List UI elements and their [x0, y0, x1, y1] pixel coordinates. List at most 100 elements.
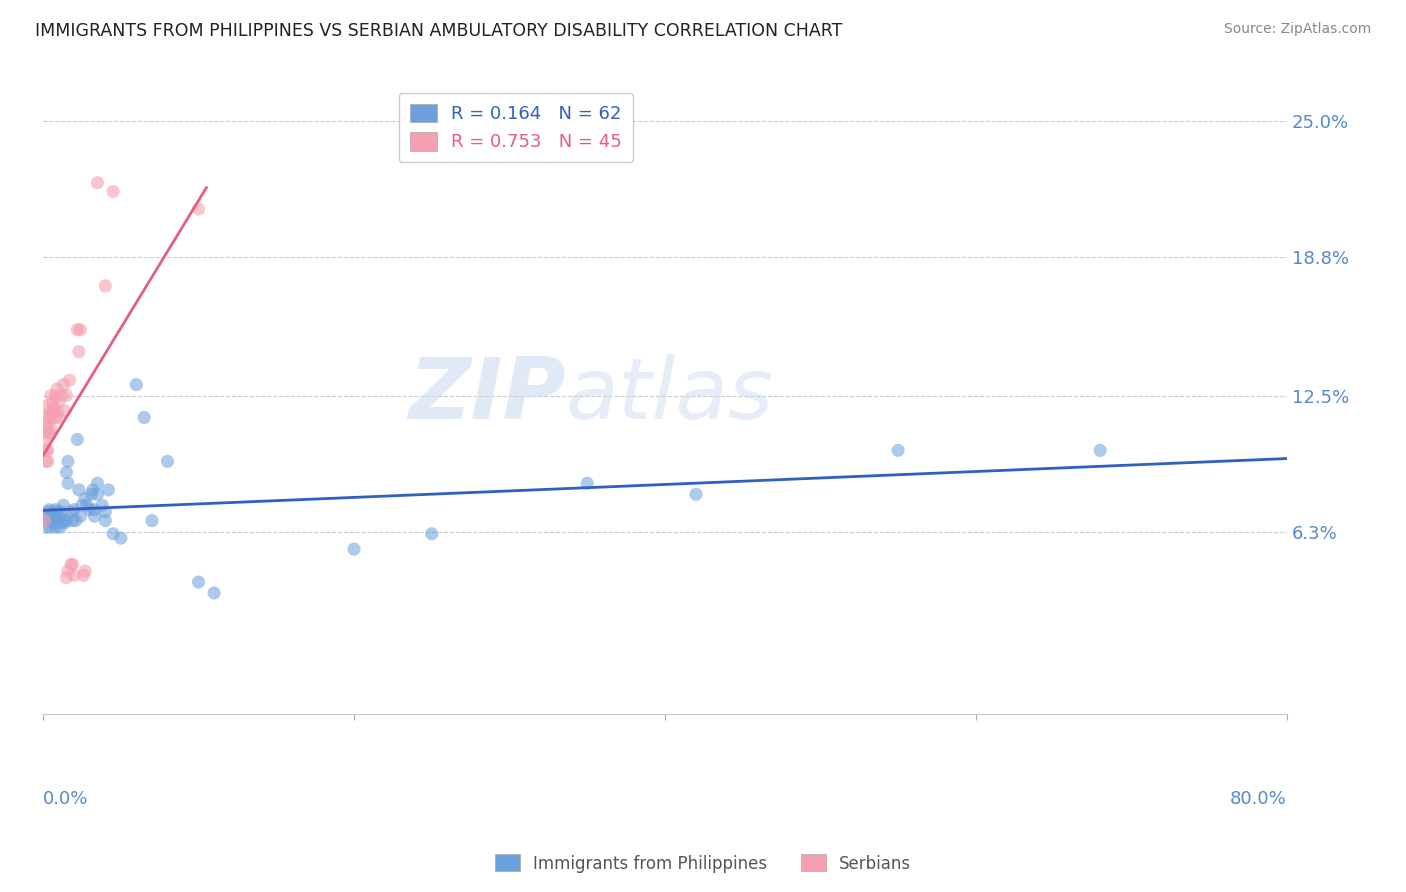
Point: [41, 514, 63, 528]
Point: [37, 417, 59, 431]
Point: [42, 400, 65, 414]
Point: [79, 502, 101, 516]
Point: [35, 454, 58, 468]
Point: [35, 433, 58, 447]
Point: [56, 564, 79, 578]
Text: IMMIGRANTS FROM PHILIPPINES VS SERBIAN AMBULATORY DISABILITY CORRELATION CHART: IMMIGRANTS FROM PHILIPPINES VS SERBIAN A…: [35, 22, 842, 40]
Point: [72, 568, 94, 582]
Point: [67, 483, 90, 497]
Point: [39, 511, 62, 525]
Point: [41, 507, 63, 521]
Point: [45, 410, 67, 425]
Point: [41, 410, 63, 425]
Point: [48, 514, 70, 528]
Point: [343, 542, 366, 557]
Point: [39, 421, 62, 435]
Point: [91, 498, 114, 512]
Point: [83, 502, 105, 516]
Point: [82, 483, 104, 497]
Point: [35, 410, 58, 425]
Point: [75, 491, 97, 506]
Point: [37, 505, 59, 519]
Point: [101, 526, 124, 541]
Point: [46, 511, 69, 525]
Point: [62, 514, 84, 528]
Point: [1088, 443, 1111, 458]
Legend: R = 0.164   N = 62, R = 0.753   N = 45: R = 0.164 N = 62, R = 0.753 N = 45: [399, 93, 633, 162]
Point: [45, 520, 67, 534]
Point: [69, 323, 91, 337]
Point: [576, 476, 599, 491]
Point: [62, 558, 84, 572]
Point: [141, 514, 163, 528]
Point: [66, 323, 89, 337]
Point: [39, 404, 62, 418]
Point: [97, 483, 120, 497]
Point: [887, 443, 910, 458]
Text: Source: ZipAtlas.com: Source: ZipAtlas.com: [1223, 22, 1371, 37]
Point: [34, 509, 56, 524]
Point: [52, 377, 75, 392]
Point: [42, 516, 65, 530]
Point: [52, 498, 75, 512]
Point: [37, 443, 59, 458]
Point: [34, 400, 56, 414]
Point: [134, 410, 156, 425]
Text: 0.0%: 0.0%: [44, 790, 89, 808]
Point: [86, 176, 108, 190]
Point: [69, 509, 91, 524]
Point: [70, 498, 93, 512]
Point: [45, 388, 67, 402]
Point: [53, 404, 76, 418]
Text: atlas: atlas: [565, 354, 773, 437]
Point: [187, 202, 209, 216]
Point: [94, 505, 117, 519]
Point: [39, 520, 62, 534]
Point: [42, 404, 65, 418]
Point: [46, 382, 69, 396]
Point: [55, 388, 77, 402]
Point: [76, 498, 98, 512]
Point: [63, 502, 86, 516]
Point: [35, 514, 58, 528]
Point: [53, 516, 76, 530]
Point: [66, 433, 89, 447]
Point: [48, 395, 70, 409]
Legend: Immigrants from Philippines, Serbians: Immigrants from Philippines, Serbians: [488, 847, 918, 880]
Point: [37, 454, 59, 468]
Point: [125, 377, 148, 392]
Point: [46, 505, 69, 519]
Point: [55, 571, 77, 585]
Point: [49, 516, 72, 530]
Point: [101, 185, 124, 199]
Point: [49, 520, 72, 534]
Point: [48, 509, 70, 524]
Point: [35, 443, 58, 458]
Point: [52, 514, 75, 528]
Point: [55, 466, 77, 480]
Point: [156, 454, 179, 468]
Point: [55, 514, 77, 528]
Point: [42, 509, 65, 524]
Text: ZIP: ZIP: [408, 354, 565, 437]
Point: [86, 487, 108, 501]
Point: [35, 520, 58, 534]
Point: [202, 586, 225, 600]
Point: [67, 344, 90, 359]
Point: [38, 410, 60, 425]
Point: [37, 425, 59, 440]
Point: [110, 531, 132, 545]
Point: [56, 476, 79, 491]
Point: [56, 454, 79, 468]
Point: [38, 425, 60, 440]
Point: [58, 373, 80, 387]
Point: [51, 505, 73, 519]
Point: [60, 558, 83, 572]
Point: [94, 278, 117, 293]
Point: [94, 514, 117, 528]
Point: [63, 568, 86, 582]
Point: [41, 395, 63, 409]
Point: [48, 410, 70, 425]
Point: [46, 404, 69, 418]
Point: [51, 388, 73, 402]
